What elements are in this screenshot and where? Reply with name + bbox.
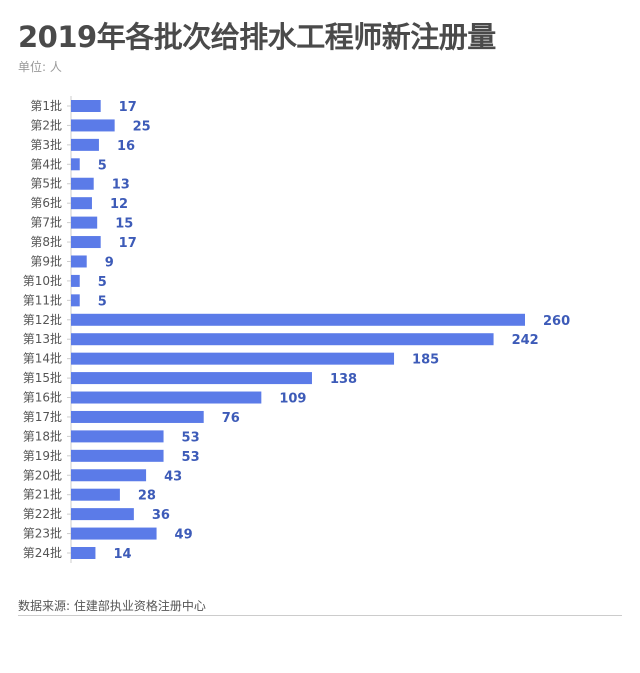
data-label: 109 xyxy=(279,392,306,407)
y-tick-label: 第12批 xyxy=(23,312,62,327)
y-tick-label: 第10批 xyxy=(23,273,62,288)
bar xyxy=(71,333,494,346)
bar xyxy=(71,274,80,287)
y-tick-label: 第14批 xyxy=(23,351,62,366)
data-label: 138 xyxy=(330,372,357,387)
data-label: 25 xyxy=(133,119,151,134)
bar xyxy=(71,294,80,307)
bar-chart: 第1批 17 第2批 25 第3批 16 第4批 5 第5批 13 第6批 12 第7批 15 第8批 17 第… xyxy=(23,96,570,563)
unit-label: 单位: 人 xyxy=(18,60,62,74)
y-tick-label: 第15批 xyxy=(23,370,62,385)
bar xyxy=(71,527,157,540)
source-note: 数据来源: 住建部执业资格注册中心 xyxy=(18,599,206,613)
data-label: 53 xyxy=(182,430,200,445)
y-tick-label: 第11批 xyxy=(23,292,62,307)
bar xyxy=(71,547,96,559)
bar xyxy=(71,410,204,423)
chart-title: 2019年各批次给排水工程师新注册量 xyxy=(18,20,496,54)
y-tick-label: 第20批 xyxy=(23,467,62,482)
bar xyxy=(71,372,312,385)
y-tick-label: 第6批 xyxy=(30,195,62,210)
data-label: 12 xyxy=(110,197,128,212)
data-label: 185 xyxy=(412,353,439,368)
bar xyxy=(71,100,101,112)
bar xyxy=(71,469,147,482)
bar xyxy=(71,508,134,521)
y-tick-label: 第16批 xyxy=(23,390,62,405)
bar xyxy=(71,138,99,151)
y-tick-label: 第1批 xyxy=(30,98,62,113)
data-label: 36 xyxy=(152,508,170,523)
y-tick-label: 第21批 xyxy=(23,487,62,502)
y-tick-label: 第13批 xyxy=(23,331,62,346)
y-tick-label: 第22批 xyxy=(23,506,62,521)
bar xyxy=(71,177,94,190)
bar xyxy=(71,158,80,171)
bar xyxy=(71,216,98,229)
y-tick-label: 第23批 xyxy=(23,526,62,541)
data-label: 9 xyxy=(105,255,114,270)
data-label: 76 xyxy=(222,411,240,426)
y-tick-label: 第17批 xyxy=(23,409,62,424)
y-tick-label: 第19批 xyxy=(23,448,62,463)
data-label: 5 xyxy=(98,158,107,173)
bar xyxy=(71,313,525,326)
y-tick-label: 第8批 xyxy=(30,234,62,249)
y-tick-label: 第9批 xyxy=(30,253,62,268)
y-tick-label: 第5批 xyxy=(30,176,62,191)
divider xyxy=(18,615,622,616)
bar xyxy=(71,488,120,501)
data-label: 16 xyxy=(117,139,135,154)
data-label: 5 xyxy=(98,275,107,290)
data-label: 14 xyxy=(113,547,131,562)
data-label: 28 xyxy=(138,489,156,504)
data-label: 260 xyxy=(543,314,570,329)
y-tick-label: 第4批 xyxy=(30,156,62,171)
data-label: 242 xyxy=(512,333,539,348)
data-label: 53 xyxy=(182,450,200,465)
bar xyxy=(71,119,115,132)
data-label: 17 xyxy=(119,236,137,251)
bar xyxy=(71,391,262,404)
y-tick-label: 第3批 xyxy=(30,137,62,152)
y-tick-label: 第7批 xyxy=(30,215,62,230)
y-tick-label: 第18批 xyxy=(23,428,62,443)
data-label: 15 xyxy=(115,217,133,232)
data-label: 5 xyxy=(98,294,107,309)
data-label: 13 xyxy=(112,178,130,193)
bar xyxy=(71,197,92,210)
y-tick-label: 第24批 xyxy=(23,545,62,560)
y-tick-label: 第2批 xyxy=(30,117,62,132)
data-label: 49 xyxy=(175,528,193,543)
bar xyxy=(71,449,164,462)
data-label: 17 xyxy=(119,100,137,115)
bar xyxy=(71,236,101,249)
bar xyxy=(71,352,395,365)
bar xyxy=(71,430,164,443)
bar xyxy=(71,255,87,268)
data-label: 43 xyxy=(164,469,182,484)
